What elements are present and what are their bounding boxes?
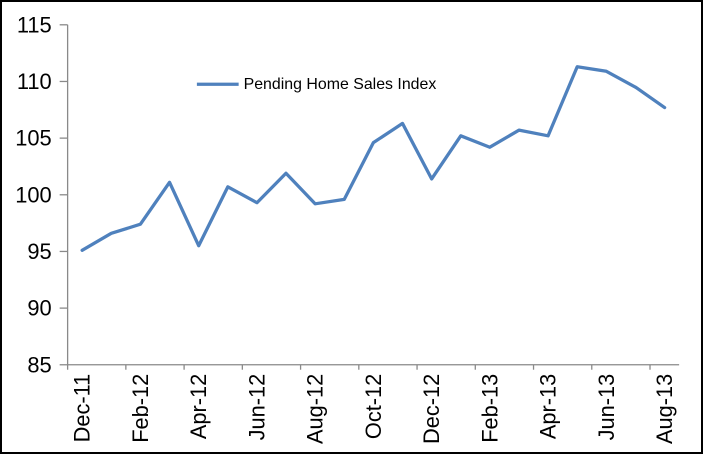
- series-lines: [80, 65, 667, 252]
- x-axis-tick-label: Aug-13: [652, 374, 677, 444]
- x-axis-tick-label: Jun-13: [594, 374, 619, 441]
- legend-label: Pending Home Sales Index: [244, 76, 437, 93]
- x-axis-tick-label: Feb-13: [477, 374, 502, 443]
- y-axis-tick-label: 115: [17, 12, 52, 37]
- x-axis-tick-label: Feb-12: [128, 374, 153, 443]
- series-line-pending-home-sales-index: [80, 65, 667, 252]
- axes: 85 90 95 100 105 110 115 Dec-11 Feb-12 Apr-12 Jun-…: [15, 12, 680, 444]
- x-axis-tick-label: Dec-12: [419, 374, 444, 444]
- x-axis-tick-label: Aug-12: [303, 374, 328, 444]
- y-axis-tick-label: 95: [27, 239, 51, 264]
- y-axis-tick-label: 85: [27, 352, 51, 377]
- y-axis-tick-label: 110: [17, 69, 52, 94]
- x-axis-tick-label: Dec-11: [70, 374, 95, 443]
- x-axis-tick-label: Oct-12: [361, 374, 386, 439]
- x-axis-tick-label: Apr-12: [186, 374, 211, 439]
- y-axis-tick-label: 105: [15, 126, 51, 151]
- y-axis-tick-label: 90: [27, 296, 51, 321]
- y-axis-tick-label: 100: [15, 182, 51, 207]
- x-axis-tick-label: Jun-12: [244, 374, 269, 441]
- legend: Pending Home Sales Index: [196, 76, 437, 93]
- x-axis-tick-label: Apr-13: [536, 374, 561, 439]
